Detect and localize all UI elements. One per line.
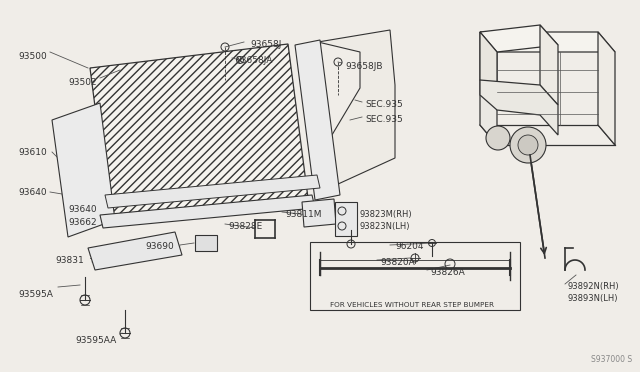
Text: SEC.935: SEC.935 xyxy=(365,115,403,124)
Polygon shape xyxy=(88,232,182,270)
Polygon shape xyxy=(540,25,558,105)
Polygon shape xyxy=(480,32,615,52)
Polygon shape xyxy=(318,30,395,190)
Text: 93662: 93662 xyxy=(68,218,97,227)
Circle shape xyxy=(486,126,510,150)
Text: 93690: 93690 xyxy=(145,242,173,251)
Polygon shape xyxy=(480,32,497,95)
Text: 93658JA: 93658JA xyxy=(235,56,273,65)
Polygon shape xyxy=(295,40,340,200)
Bar xyxy=(335,202,357,236)
Text: 93820A: 93820A xyxy=(380,258,415,267)
Text: 93823N(LH): 93823N(LH) xyxy=(360,222,410,231)
Text: 93595AA: 93595AA xyxy=(75,336,116,345)
Text: 93500: 93500 xyxy=(18,52,47,61)
Text: 93640: 93640 xyxy=(68,205,97,214)
Text: 93893N(LH): 93893N(LH) xyxy=(568,294,618,303)
Polygon shape xyxy=(480,25,558,52)
Circle shape xyxy=(518,135,538,155)
Text: FOR VEHICLES WITHOUT REAR STEP BUMPER: FOR VEHICLES WITHOUT REAR STEP BUMPER xyxy=(330,302,494,308)
Polygon shape xyxy=(480,32,497,145)
Polygon shape xyxy=(105,175,320,208)
Text: 93828E: 93828E xyxy=(228,222,262,231)
Text: SEC.935: SEC.935 xyxy=(365,100,403,109)
Text: 93658J: 93658J xyxy=(250,40,282,49)
Polygon shape xyxy=(90,44,308,222)
Text: 93826A: 93826A xyxy=(430,268,465,277)
Polygon shape xyxy=(52,103,115,237)
Text: 93610: 93610 xyxy=(18,148,47,157)
Text: 93640: 93640 xyxy=(18,188,47,197)
Polygon shape xyxy=(100,195,315,228)
Text: 93502: 93502 xyxy=(68,78,97,87)
Bar xyxy=(310,242,520,310)
Circle shape xyxy=(510,127,546,163)
Polygon shape xyxy=(302,199,336,227)
Text: 93831: 93831 xyxy=(55,256,84,265)
Text: 93892N(RH): 93892N(RH) xyxy=(568,282,620,291)
Text: 93658JB: 93658JB xyxy=(345,62,383,71)
Text: 93811M: 93811M xyxy=(285,210,321,219)
Text: 96204: 96204 xyxy=(395,242,424,251)
Polygon shape xyxy=(195,235,217,251)
Text: 93823M(RH): 93823M(RH) xyxy=(360,210,413,219)
Text: S937000 S: S937000 S xyxy=(591,355,632,364)
Polygon shape xyxy=(598,32,615,145)
Text: 93595A: 93595A xyxy=(18,290,53,299)
Polygon shape xyxy=(480,80,558,135)
